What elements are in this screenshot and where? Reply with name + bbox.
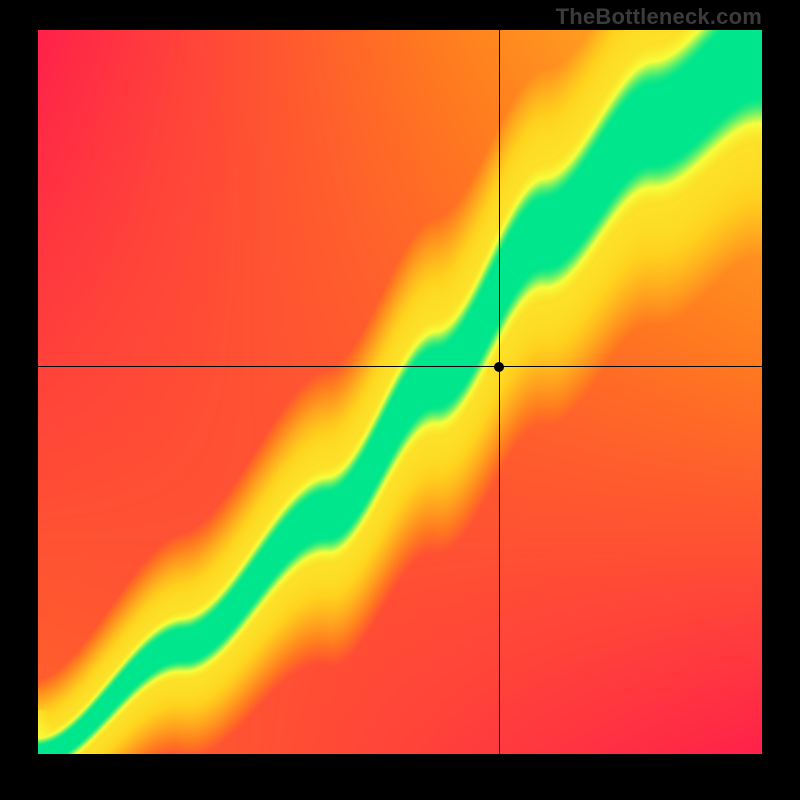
watermark-text: TheBottleneck.com <box>556 4 762 30</box>
chart-container: TheBottleneck.com <box>0 0 800 800</box>
crosshair-vertical <box>499 30 500 754</box>
plot-area <box>38 30 762 754</box>
crosshair-horizontal <box>38 366 762 367</box>
heatmap-canvas <box>38 30 762 754</box>
marker-dot <box>494 362 504 372</box>
